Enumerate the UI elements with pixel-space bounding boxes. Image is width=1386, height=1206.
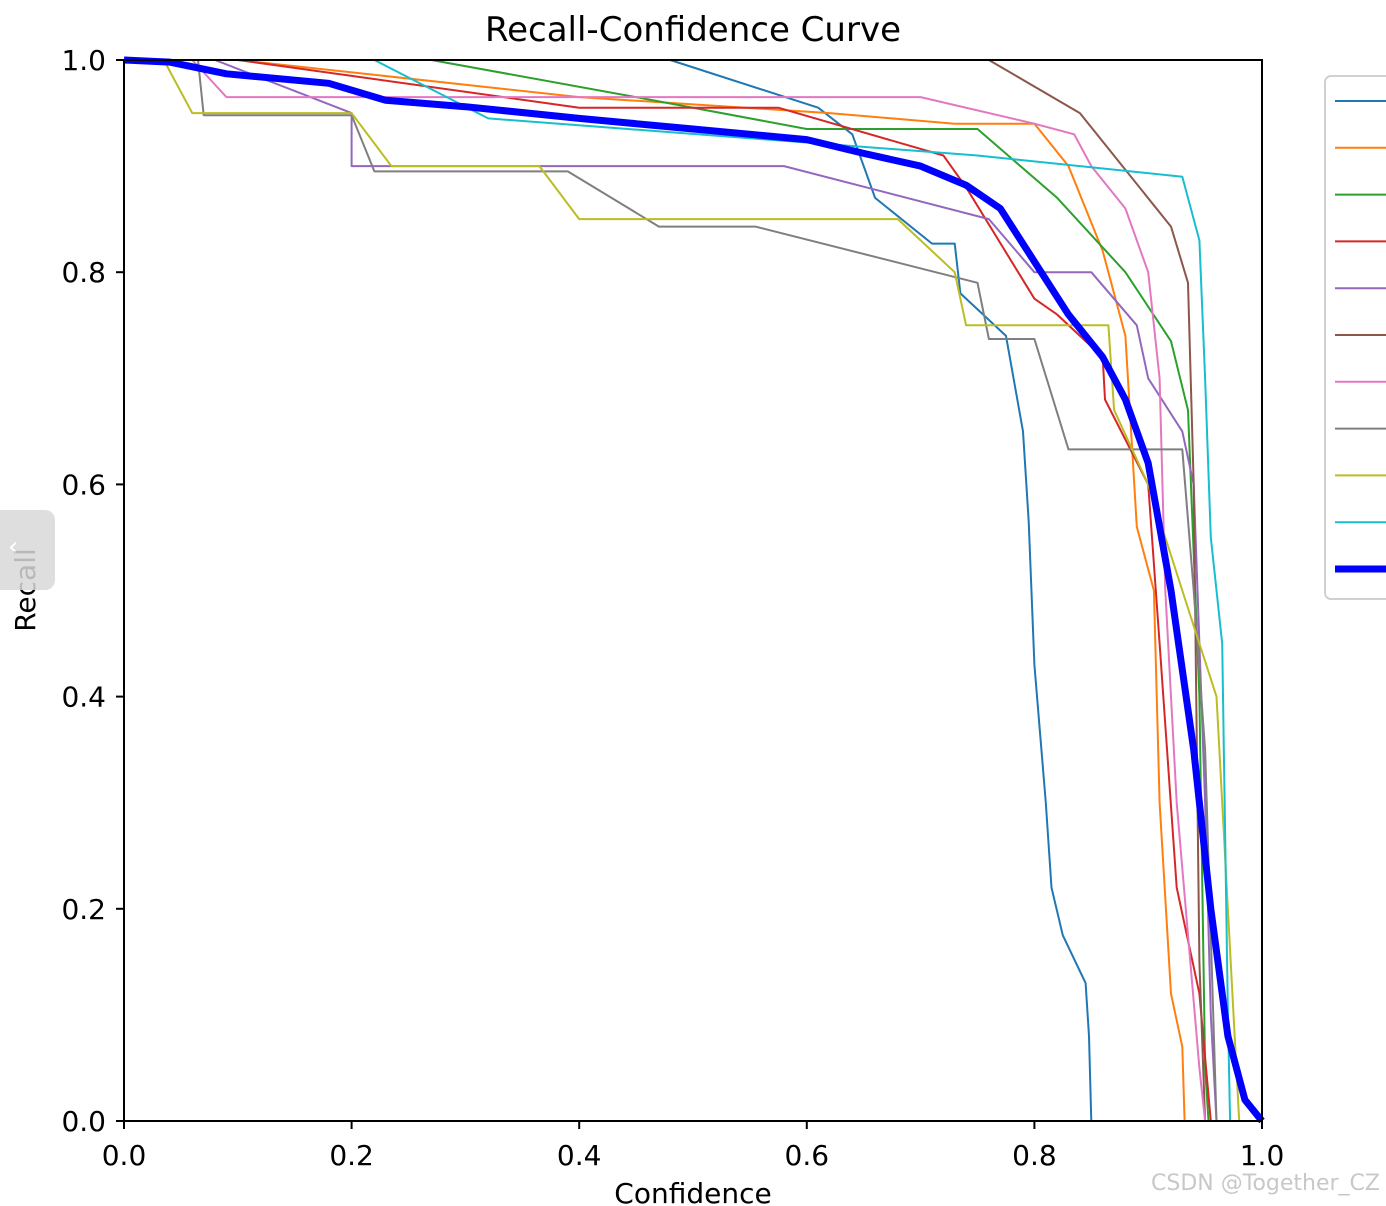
y-tick-label: 0.8	[61, 256, 106, 289]
plot-frame	[123, 59, 1263, 1122]
x-tick-label: 0.8	[1012, 1139, 1057, 1172]
y-tick-label: 0.6	[61, 468, 106, 501]
legend-frame	[1324, 75, 1386, 600]
x-tick-label: 0.0	[102, 1139, 147, 1172]
series-line-8	[124, 59, 1262, 1122]
series-line-7	[124, 59, 1262, 1122]
y-axis: 0.0 0.2 0.4 0.6 0.8 1.0	[61, 44, 124, 1138]
x-tick-label: 1.0	[1240, 1139, 1285, 1172]
y-tick-label: 0.4	[61, 681, 106, 714]
series-line-9	[124, 59, 1262, 1122]
y-tick-label: 0.2	[61, 893, 106, 926]
x-axis-label: Confidence	[614, 1177, 771, 1206]
x-axis: 0.0 0.2 0.4 0.6 0.8 1.0	[102, 1121, 1285, 1172]
x-tick-label: 0.4	[557, 1139, 602, 1172]
chevron-left-icon: ‹	[8, 532, 19, 562]
series-line-11	[123, 56, 1265, 1124]
series-line-1	[124, 59, 1262, 1122]
series-line-2	[124, 59, 1262, 1122]
x-tick-label: 0.6	[785, 1139, 830, 1172]
x-tick-label: 0.2	[329, 1139, 374, 1172]
y-tick-label: 1.0	[61, 44, 106, 77]
series-group	[123, 56, 1265, 1124]
watermark: CSDN @Together_CZ	[1151, 1171, 1380, 1196]
legend	[1324, 75, 1386, 600]
side-collapse-tab[interactable]: ‹	[0, 510, 55, 590]
y-tick-label: 0.0	[61, 1105, 106, 1138]
legend-items	[1335, 100, 1386, 573]
series-line-6	[988, 59, 1262, 1122]
chart-title: Recall-Confidence Curve	[485, 10, 901, 50]
